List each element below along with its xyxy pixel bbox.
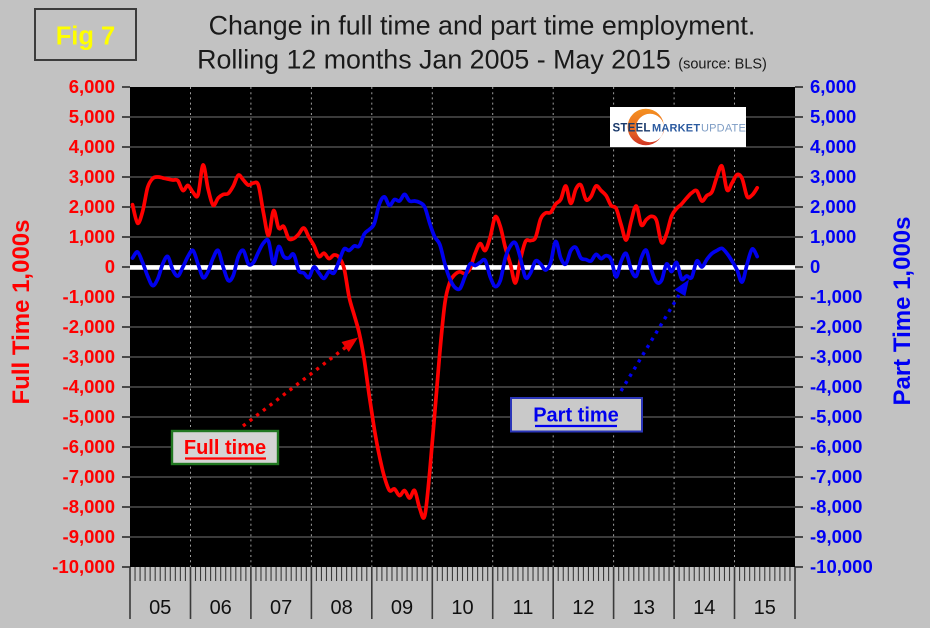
svg-text:3,000: 3,000 bbox=[810, 166, 856, 187]
svg-text:6,000: 6,000 bbox=[810, 76, 856, 97]
svg-text:0: 0 bbox=[105, 256, 115, 277]
svg-text:15: 15 bbox=[754, 597, 776, 619]
svg-text:Full Time 1,000s: Full Time 1,000s bbox=[8, 220, 35, 405]
svg-text:-4,000: -4,000 bbox=[810, 376, 862, 397]
svg-text:1,000: 1,000 bbox=[810, 226, 856, 247]
svg-text:STEEL: STEEL bbox=[613, 123, 651, 135]
svg-text:-6,000: -6,000 bbox=[63, 436, 115, 457]
svg-text:-6,000: -6,000 bbox=[810, 436, 862, 457]
svg-text:Fig 7: Fig 7 bbox=[56, 23, 116, 51]
svg-text:-7,000: -7,000 bbox=[63, 466, 115, 487]
svg-text:-5,000: -5,000 bbox=[63, 406, 115, 427]
svg-text:2,000: 2,000 bbox=[69, 196, 115, 217]
svg-text:-5,000: -5,000 bbox=[810, 406, 862, 427]
svg-text:MARKET: MARKET bbox=[652, 123, 700, 135]
svg-text:4,000: 4,000 bbox=[69, 136, 115, 157]
svg-text:11: 11 bbox=[513, 597, 534, 619]
svg-text:Part Time 1,000s: Part Time 1,000s bbox=[889, 216, 916, 405]
svg-text:3,000: 3,000 bbox=[69, 166, 115, 187]
svg-text:09: 09 bbox=[391, 597, 413, 619]
svg-text:-10,000: -10,000 bbox=[52, 556, 115, 577]
svg-text:06: 06 bbox=[210, 597, 232, 619]
svg-text:05: 05 bbox=[149, 597, 171, 619]
svg-text:-3,000: -3,000 bbox=[63, 346, 115, 367]
svg-text:10: 10 bbox=[451, 597, 473, 619]
svg-text:Change in full time and part t: Change in full time and part time employ… bbox=[209, 11, 756, 41]
svg-text:-1,000: -1,000 bbox=[810, 286, 862, 307]
svg-text:-2,000: -2,000 bbox=[63, 316, 115, 337]
svg-text:0: 0 bbox=[810, 256, 820, 277]
svg-text:-3,000: -3,000 bbox=[810, 346, 862, 367]
svg-text:5,000: 5,000 bbox=[810, 106, 856, 127]
svg-text:-2,000: -2,000 bbox=[810, 316, 862, 337]
svg-text:Part time: Part time bbox=[533, 405, 619, 427]
svg-text:Rolling 12 months Jan 2005 - M: Rolling 12 months Jan 2005 - May 2015 (s… bbox=[197, 45, 767, 75]
svg-text:12: 12 bbox=[572, 597, 594, 619]
svg-text:Full time: Full time bbox=[184, 437, 266, 459]
svg-text:-8,000: -8,000 bbox=[810, 496, 862, 517]
svg-text:-4,000: -4,000 bbox=[63, 376, 115, 397]
svg-text:-10,000: -10,000 bbox=[810, 556, 873, 577]
svg-text:6,000: 6,000 bbox=[69, 76, 115, 97]
svg-text:13: 13 bbox=[633, 597, 655, 619]
svg-text:08: 08 bbox=[330, 597, 352, 619]
svg-text:2,000: 2,000 bbox=[810, 196, 856, 217]
svg-text:-7,000: -7,000 bbox=[810, 466, 862, 487]
svg-text:UPDATE: UPDATE bbox=[701, 123, 746, 135]
svg-text:-8,000: -8,000 bbox=[63, 496, 115, 517]
svg-text:-9,000: -9,000 bbox=[810, 526, 862, 547]
svg-text:1,000: 1,000 bbox=[69, 226, 115, 247]
svg-text:5,000: 5,000 bbox=[69, 106, 115, 127]
svg-text:-1,000: -1,000 bbox=[63, 286, 115, 307]
svg-text:4,000: 4,000 bbox=[810, 136, 856, 157]
svg-text:07: 07 bbox=[270, 597, 292, 619]
svg-text:14: 14 bbox=[693, 597, 715, 619]
svg-text:-9,000: -9,000 bbox=[63, 526, 115, 547]
